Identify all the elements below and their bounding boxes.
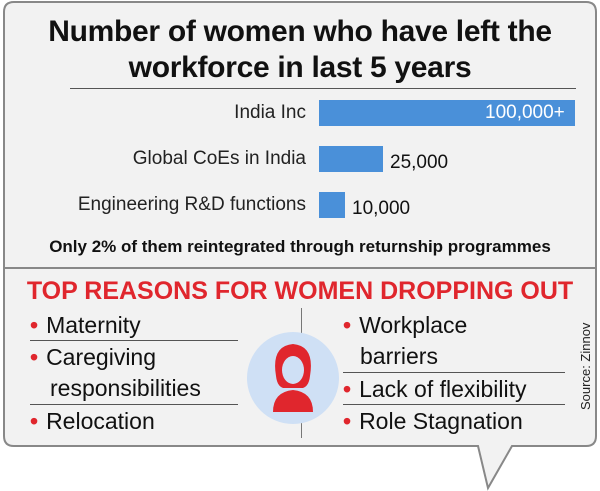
- reasons-heading: TOP REASONS FOR WOMEN DROPPING OUT: [26, 277, 574, 305]
- bar-label: Global CoEs in India: [132, 148, 306, 169]
- reason-relocation: • Relocation: [30, 406, 155, 436]
- bullet: •: [343, 408, 352, 434]
- bar: [319, 146, 383, 172]
- bullet: •: [343, 376, 352, 402]
- title-line-1: Number of women who have left the: [48, 15, 552, 48]
- reason-maternity: • Maternity: [30, 310, 141, 340]
- reason-divider: [30, 404, 238, 405]
- bar: [319, 100, 575, 126]
- bullet: •: [30, 408, 39, 434]
- title-divider: [70, 88, 576, 89]
- reason-text: Caregiving: [46, 344, 157, 370]
- reason-divider: [343, 404, 565, 405]
- bar: [319, 192, 345, 218]
- bar-label: Engineering R&D functions: [77, 194, 306, 215]
- bar-value-label: 25,000: [390, 152, 449, 173]
- bullet: •: [30, 312, 39, 338]
- reason-workplace-barriers-cont: barriers: [360, 341, 438, 371]
- reason-text: Maternity: [46, 312, 141, 338]
- chart-title: Number of women who have left the workfo…: [30, 14, 570, 86]
- reason-role-stagnation: • Role Stagnation: [343, 406, 523, 436]
- woman-icon: [247, 332, 339, 424]
- title-line-2: workforce in last 5 years: [128, 51, 472, 84]
- footnote: Only 2% of them reintegrated through ret…: [49, 237, 551, 256]
- bar-value-label: 10,000: [352, 198, 411, 219]
- reason-text: responsibilities: [50, 375, 201, 401]
- reason-text: Lack of flexibility: [359, 376, 527, 402]
- bullet: •: [30, 344, 39, 370]
- reason-flexibility: • Lack of flexibility: [343, 374, 527, 404]
- reason-caregiving: • Caregiving: [30, 342, 156, 372]
- source-credit: Source: Zinnov: [578, 322, 593, 410]
- reason-text: barriers: [360, 343, 438, 369]
- bullet: •: [343, 312, 352, 338]
- reason-text: Workplace: [359, 312, 468, 338]
- bar-label: India Inc: [234, 102, 306, 123]
- reason-divider: [343, 372, 565, 373]
- reason-divider: [30, 340, 238, 341]
- reason-workplace-barriers: • Workplace: [343, 310, 467, 340]
- reason-caregiving-cont: responsibilities: [50, 373, 201, 403]
- bar-value-label: 100,000+: [485, 102, 565, 123]
- reason-text: Relocation: [46, 408, 155, 434]
- reason-text: Role Stagnation: [359, 408, 523, 434]
